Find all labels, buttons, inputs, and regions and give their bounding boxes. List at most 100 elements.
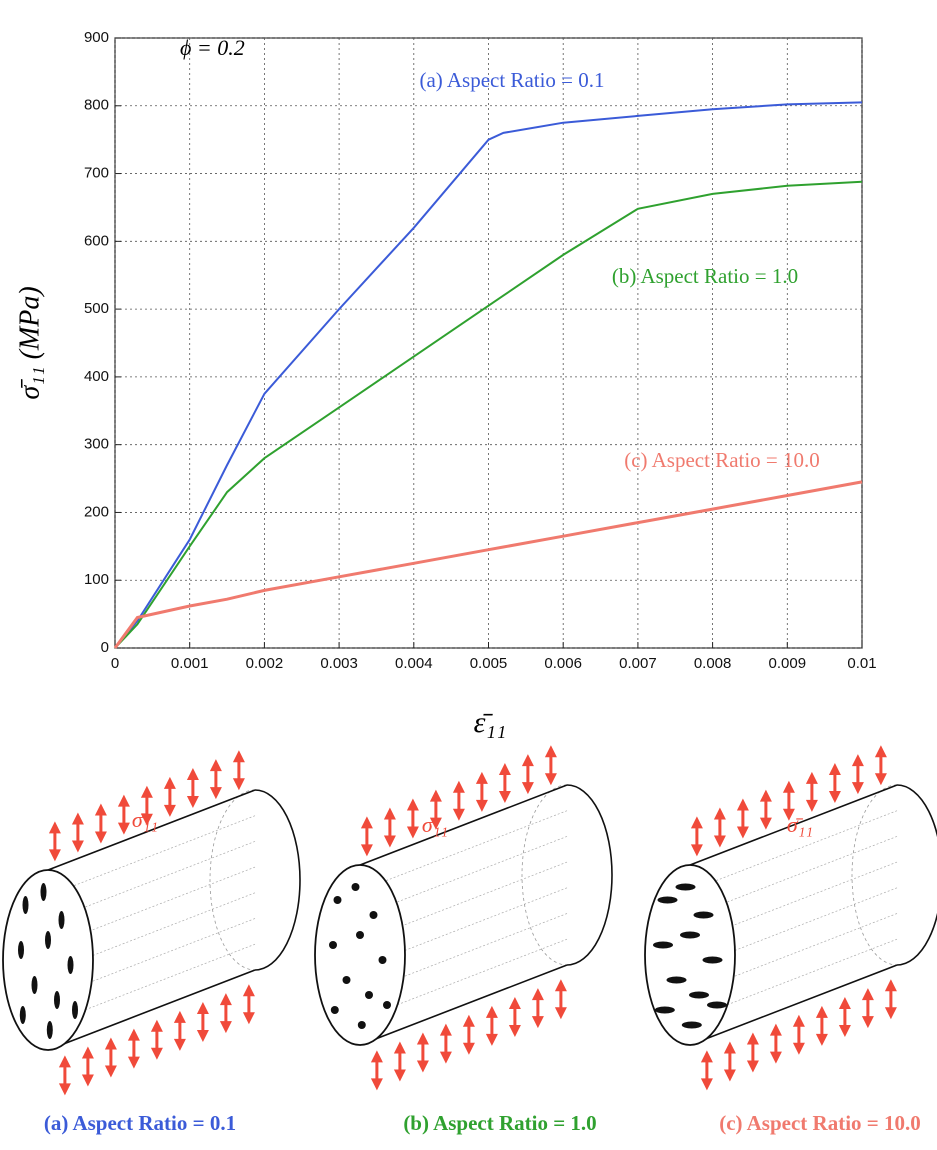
y-tick-label: 800 xyxy=(84,97,109,114)
inclusion xyxy=(693,911,714,919)
x-tick-label: 0.01 xyxy=(847,655,876,672)
arrow-head xyxy=(406,798,419,811)
arrow-head xyxy=(429,789,442,802)
arrow-head xyxy=(104,1037,117,1050)
arrow-head xyxy=(219,1021,232,1034)
inclusion xyxy=(333,896,342,904)
arrow-head xyxy=(370,1078,383,1091)
arrow-head xyxy=(861,1016,874,1029)
fiber-line xyxy=(359,810,568,892)
diagram-caption: (a) Aspect Ratio = 0.1 xyxy=(44,1111,236,1135)
arrow-head xyxy=(150,1019,163,1032)
arrow-head xyxy=(874,745,887,758)
arrow-head xyxy=(554,1007,567,1020)
inclusion xyxy=(365,991,373,999)
inclusion xyxy=(356,931,364,939)
y-tick-label: 500 xyxy=(84,300,109,317)
cylinder-edge xyxy=(689,784,898,866)
arrow-head xyxy=(232,750,245,763)
arrow-head xyxy=(140,813,153,826)
inclusion xyxy=(40,883,47,901)
arrow-head xyxy=(805,771,818,784)
arrow-head xyxy=(713,807,726,820)
arrow-head xyxy=(838,1025,851,1037)
arrow-head xyxy=(815,1005,828,1018)
arrow-head xyxy=(782,780,795,793)
arrow-head xyxy=(759,817,772,830)
arrow-head xyxy=(782,808,795,821)
arrow-head xyxy=(360,844,373,857)
inclusion xyxy=(46,1021,53,1039)
inclusion xyxy=(369,911,378,919)
cylinder-face xyxy=(314,864,406,1046)
inclusion xyxy=(689,991,709,999)
inclusion xyxy=(357,1021,366,1029)
cylinder-face xyxy=(2,869,94,1051)
arrow-head xyxy=(544,745,557,758)
cylinder-end-hidden xyxy=(851,784,898,966)
x-tick-label: 0.007 xyxy=(619,655,657,672)
inclusion xyxy=(19,1006,26,1024)
inclusion xyxy=(654,1006,675,1014)
x-tick-label: 0.002 xyxy=(246,655,284,672)
fiber-line xyxy=(689,810,898,892)
arrow-head xyxy=(759,789,772,802)
arrow-head xyxy=(196,1030,209,1042)
arrow-head xyxy=(163,804,176,817)
cylinder-edge xyxy=(689,964,898,1046)
x-axis-label: ε̄₁₁ xyxy=(474,706,507,739)
x-tick-label: 0.008 xyxy=(694,655,732,672)
arrow-head xyxy=(769,1051,782,1064)
arrow-head xyxy=(439,1023,452,1036)
arrow-head xyxy=(462,1014,475,1027)
series-line xyxy=(114,180,863,649)
y-tick-label: 400 xyxy=(84,368,109,385)
arrow-head xyxy=(792,1042,805,1055)
arrow-head xyxy=(71,840,84,853)
arrow-head xyxy=(406,826,419,839)
inclusion xyxy=(707,1001,727,1009)
load-label: σ̄₁₁ xyxy=(422,812,448,837)
cylinder-diagram: σ̄₁₁ xyxy=(2,750,301,1096)
y-tick-label: 700 xyxy=(84,165,109,182)
arrow-head xyxy=(736,826,749,839)
cylinder-edge xyxy=(47,789,256,871)
inclusion xyxy=(702,956,723,964)
arrow-head xyxy=(393,1069,406,1082)
arrow-head xyxy=(209,759,222,772)
x-tick-label: 0.009 xyxy=(769,655,807,672)
cylinder-end xyxy=(896,784,937,966)
arrow-head xyxy=(498,763,511,775)
arrow-head xyxy=(723,1041,736,1054)
series-label: (a) Aspect Ratio = 0.1 xyxy=(419,68,604,92)
arrow-head xyxy=(117,794,130,807)
arrow-head xyxy=(544,773,557,786)
arrow-head xyxy=(416,1060,429,1073)
arrow-head xyxy=(173,1038,186,1051)
inclusion xyxy=(675,883,696,891)
arrow-head xyxy=(884,979,897,992)
load-label: σ̄₁₁ xyxy=(787,812,813,837)
diagram-caption: (c) Aspect Ratio = 10.0 xyxy=(719,1111,921,1135)
arrow-head xyxy=(521,782,534,795)
arrow-head xyxy=(700,1078,713,1091)
arrow-head xyxy=(94,831,107,844)
cylinder-edge xyxy=(359,964,568,1046)
inclusion xyxy=(657,896,678,904)
cylinder-edge xyxy=(47,969,256,1051)
y-tick-label: 300 xyxy=(84,436,109,453)
inclusion xyxy=(45,931,51,949)
x-tick-label: 0.004 xyxy=(395,655,433,672)
arrow-head xyxy=(71,812,84,825)
arrow-head xyxy=(393,1041,406,1054)
arrow-head xyxy=(429,817,442,830)
inclusion xyxy=(54,991,60,1009)
arrow-head xyxy=(127,1028,140,1041)
inclusion xyxy=(342,976,351,984)
fiber-line xyxy=(47,815,256,897)
arrow-head xyxy=(360,816,373,829)
arrow-head xyxy=(700,1050,713,1063)
cylinder-diagram: σ̄₁₁ xyxy=(644,745,937,1091)
arrow-head xyxy=(81,1074,94,1087)
